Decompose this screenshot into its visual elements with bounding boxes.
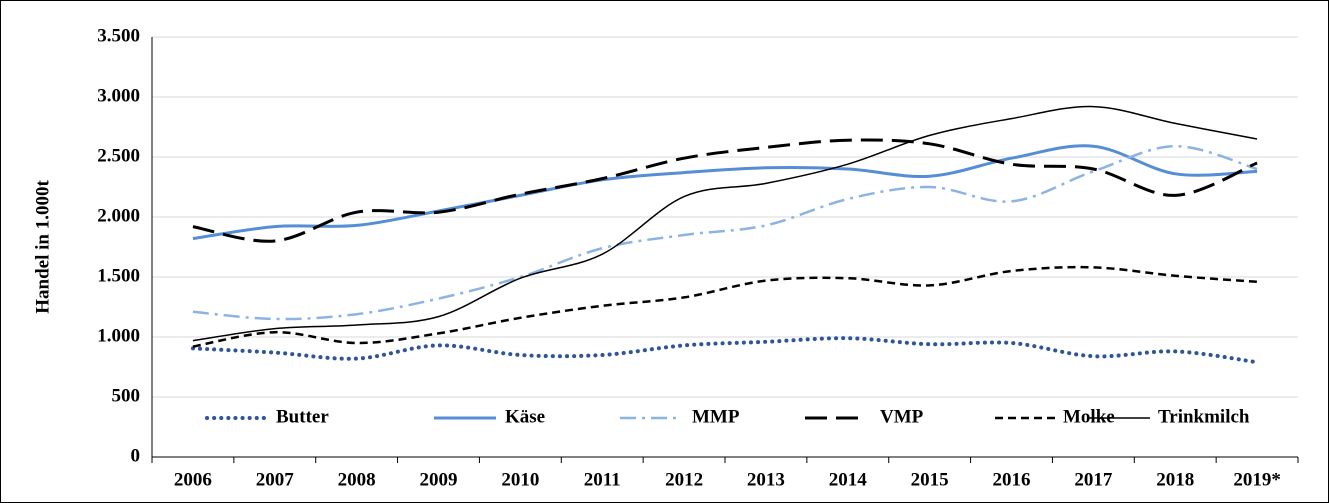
x-tick-label: 2017 <box>1074 469 1113 490</box>
y-tick-label: 3.500 <box>97 25 140 46</box>
x-tick-label: 2011 <box>584 469 621 490</box>
x-tick-label: 2007 <box>256 469 295 490</box>
series-line <box>192 105 1258 342</box>
legend-label: VMP <box>880 406 924 427</box>
x-tick-label: 2016 <box>993 469 1031 490</box>
legend-label: Trinkmilch <box>1158 406 1250 427</box>
legend-label: Käse <box>505 406 545 427</box>
x-tick-label: 2013 <box>747 469 785 490</box>
x-tick-label: 2008 <box>338 469 376 490</box>
x-tick-label: 2018 <box>1156 469 1194 490</box>
y-tick-label: 0 <box>131 445 141 466</box>
x-tick-label: 2019* <box>1233 469 1281 490</box>
y-tick-label: 2.000 <box>97 205 140 226</box>
series-line <box>192 138 1258 243</box>
series-line <box>192 265 1258 348</box>
x-tick-label: 2015 <box>911 469 949 490</box>
y-tick-label: 1.500 <box>97 265 140 286</box>
x-tick-label: 2010 <box>501 469 539 490</box>
x-tick-label: 2012 <box>665 469 703 490</box>
y-tick-label: 1.000 <box>97 325 140 346</box>
series-line <box>190 336 1260 365</box>
x-tick-label: 2006 <box>174 469 212 490</box>
x-tick-label: 2014 <box>829 469 868 490</box>
legend-label: MMP <box>692 406 740 427</box>
y-axis-title: Handel in 1.000t <box>32 180 53 314</box>
legend-label: Butter <box>276 406 329 427</box>
x-tick-label: 2009 <box>420 469 458 490</box>
y-tick-label: 3.000 <box>97 85 140 106</box>
legend-label: Molke <box>1063 406 1115 427</box>
y-tick-label: 500 <box>112 385 141 406</box>
series-line <box>192 144 1258 241</box>
y-tick-label: 2.500 <box>97 145 140 166</box>
